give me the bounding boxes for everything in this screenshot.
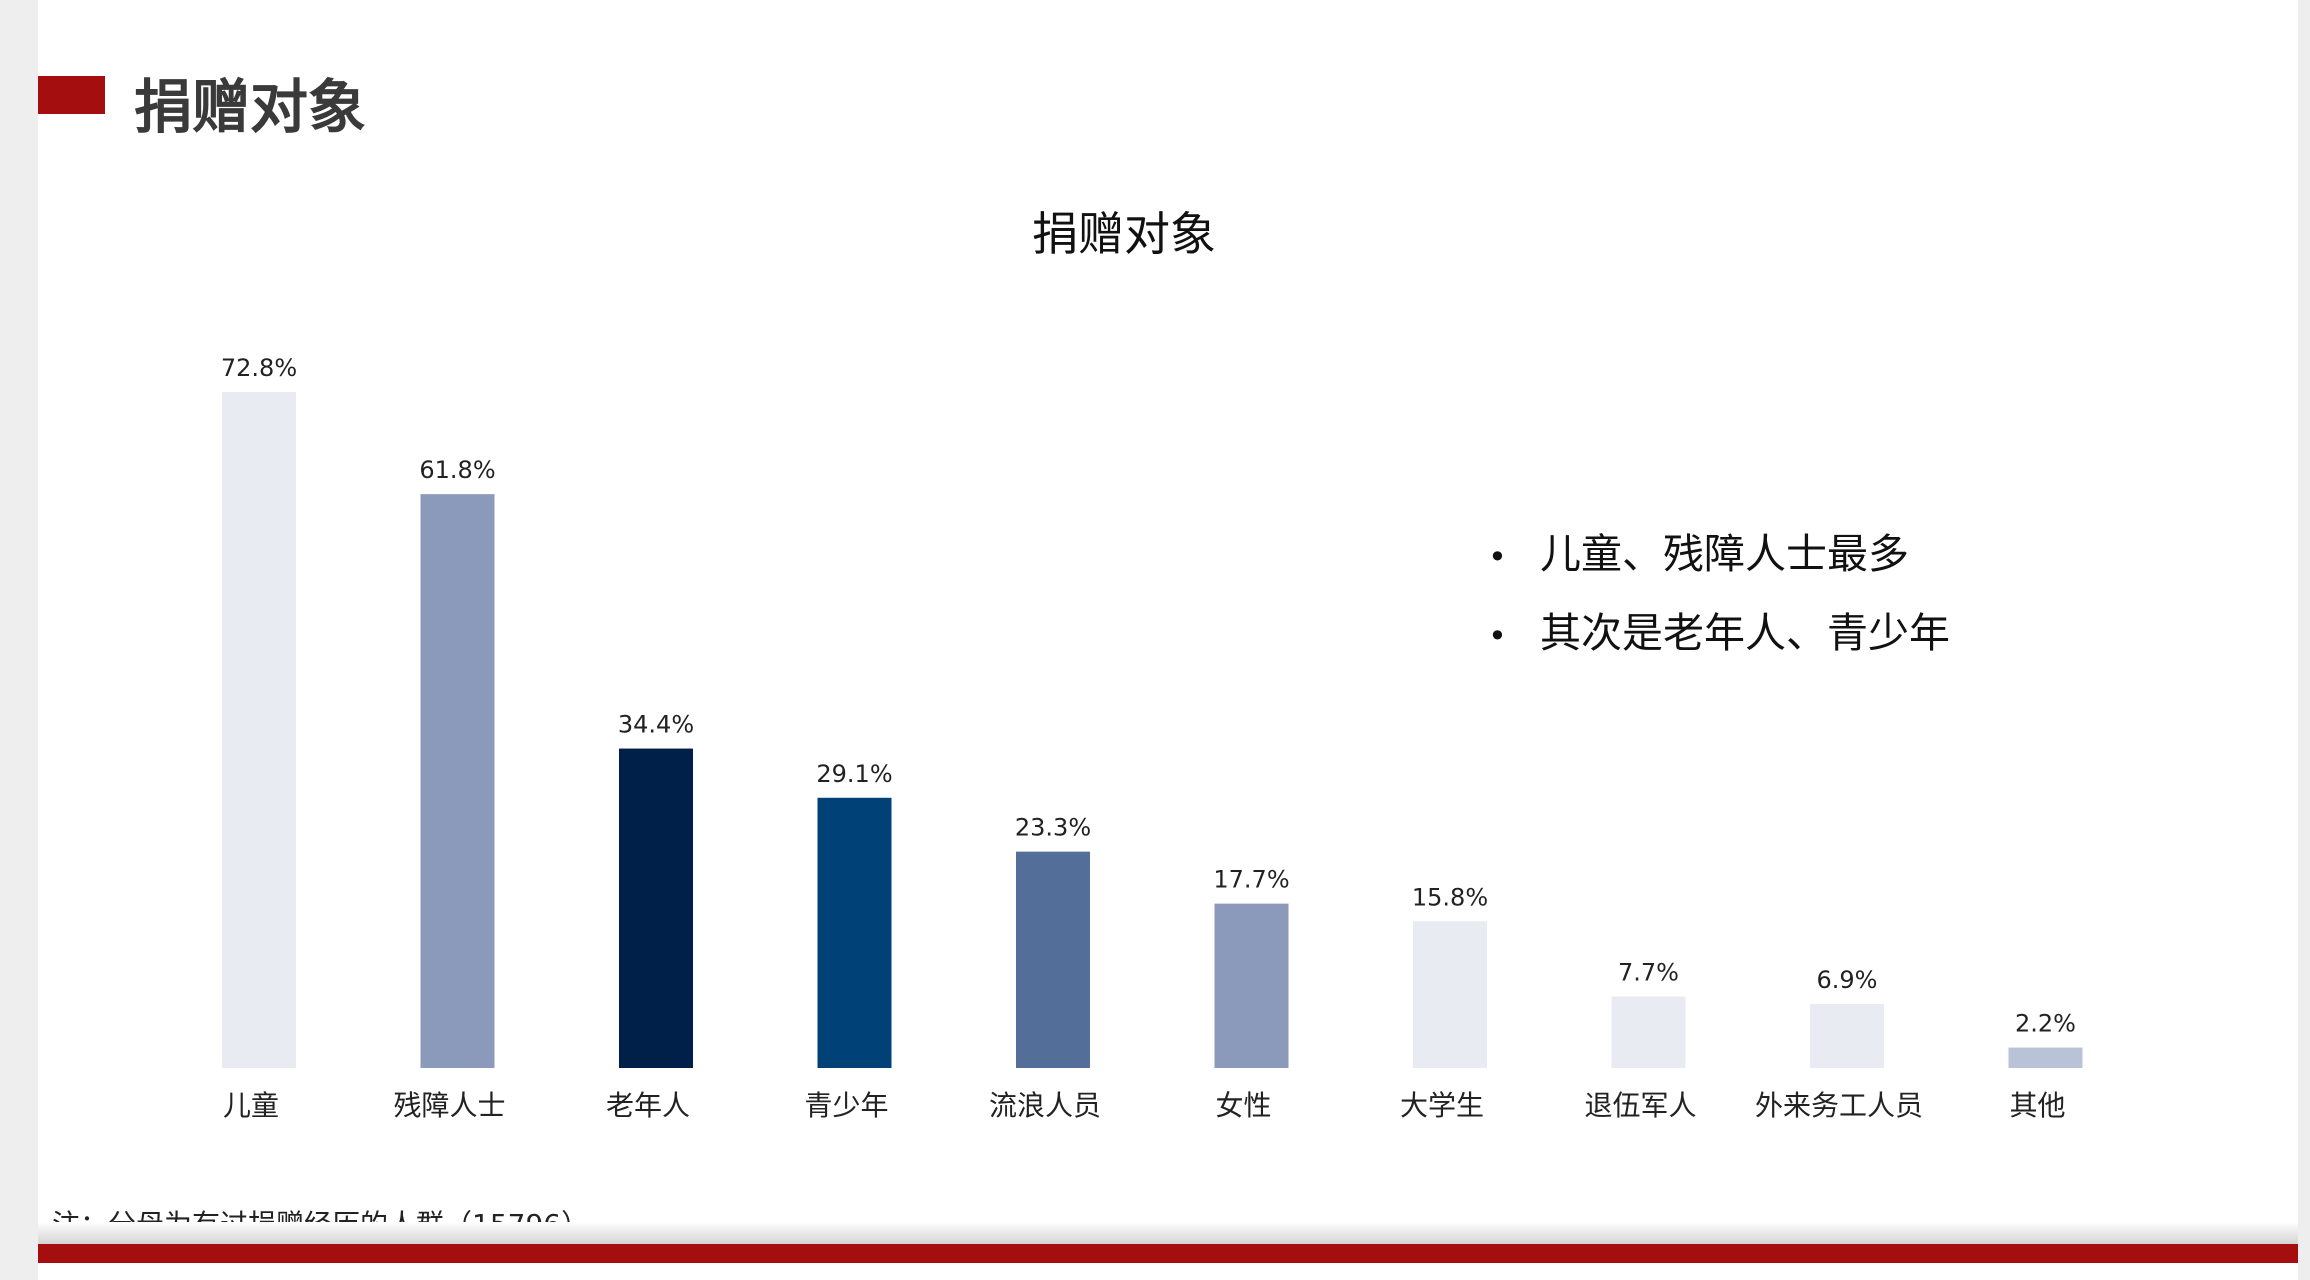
slide: 捐赠对象 捐赠对象 72.8% 儿童 61.8% 残障人士 34.4% 老年人 29.1% 青… bbox=[38, 0, 2298, 1280]
category-label: 大学生 bbox=[1400, 1089, 1484, 1122]
bar bbox=[1214, 903, 1289, 1068]
category-label: 退伍军人 bbox=[1584, 1089, 1696, 1122]
category-label: 残障人士 bbox=[393, 1089, 505, 1122]
category-label: 其他 bbox=[2009, 1089, 2065, 1122]
bar-value-label: 17.7% bbox=[1213, 866, 1289, 894]
bar-value-label: 2.2% bbox=[2015, 1010, 2076, 1038]
footer-bar bbox=[38, 1244, 2298, 1263]
category-label: 流浪人员 bbox=[989, 1089, 1101, 1122]
category-label: 老年人 bbox=[606, 1089, 690, 1122]
bar bbox=[2008, 1047, 2083, 1068]
title-marker bbox=[38, 76, 105, 114]
category-label: 外来务工人员 bbox=[1755, 1089, 1923, 1122]
category-label: 女性 bbox=[1215, 1089, 1271, 1122]
bar bbox=[619, 748, 693, 1068]
footer-shadow bbox=[38, 1222, 2298, 1244]
bar bbox=[222, 392, 296, 1068]
bar-value-label: 23.3% bbox=[1015, 814, 1091, 842]
bar bbox=[420, 494, 495, 1069]
bar-value-label: 34.4% bbox=[618, 711, 694, 739]
chart-title: 捐赠对象 bbox=[1032, 207, 1216, 261]
bar bbox=[817, 797, 892, 1068]
insight-list: 儿童、残障人士最多 其次是老年人、青少年 bbox=[1488, 516, 1950, 674]
bar bbox=[1810, 1003, 1884, 1068]
insight-bullet: 其次是老年人、青少年 bbox=[1488, 595, 1950, 674]
bar bbox=[1611, 996, 1686, 1068]
bar-value-label: 7.7% bbox=[1618, 959, 1679, 987]
category-label: 青少年 bbox=[804, 1089, 888, 1122]
bar bbox=[1016, 851, 1090, 1068]
bar-chart: 捐赠对象 72.8% 儿童 61.8% 残障人士 34.4% 老年人 29.1% 青少年 23.… bbox=[221, 207, 2083, 1122]
category-label: 儿童 bbox=[223, 1089, 279, 1122]
bar-value-label: 15.8% bbox=[1412, 883, 1488, 911]
slide-title: 捐赠对象 bbox=[134, 73, 367, 141]
bars-layer: 72.8% 儿童 61.8% 残障人士 34.4% 老年人 29.1% 青少年 23.3% 流浪人… bbox=[221, 354, 2083, 1122]
bar bbox=[1413, 921, 1487, 1068]
insight-bullet: 儿童、残障人士最多 bbox=[1488, 516, 1950, 595]
bar-value-label: 6.9% bbox=[1817, 966, 1878, 994]
bar-value-label: 29.1% bbox=[816, 760, 892, 788]
bar-value-label: 61.8% bbox=[419, 456, 495, 484]
bar-value-label: 72.8% bbox=[221, 354, 297, 382]
